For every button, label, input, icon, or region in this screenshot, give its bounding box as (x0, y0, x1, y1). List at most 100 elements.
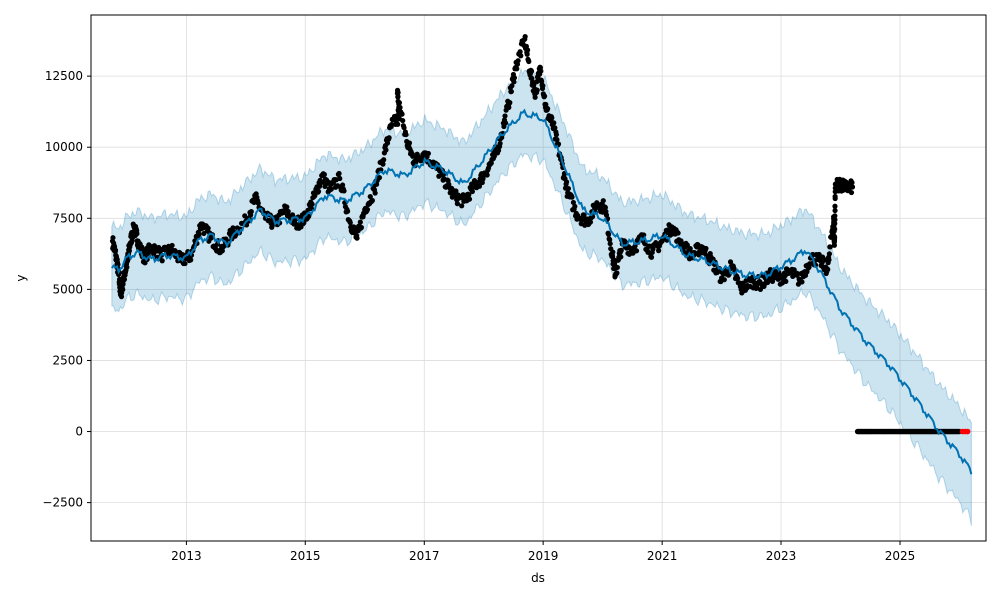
observed-point (124, 264, 130, 270)
observed-point (822, 257, 828, 263)
y-tick-label: 5000 (52, 282, 83, 296)
observed-point (600, 198, 606, 204)
observed-point (285, 208, 291, 215)
observed-point (395, 121, 401, 127)
observed-point (476, 183, 483, 189)
observed-point (118, 294, 125, 300)
observed-point (552, 125, 558, 131)
observed-point (648, 254, 655, 260)
observed-point (684, 242, 690, 248)
observed-point (605, 231, 612, 237)
observed-point (372, 190, 378, 196)
observed-point (230, 225, 236, 231)
observed-point (607, 237, 613, 243)
observed-point (799, 279, 805, 285)
observed-point (459, 203, 465, 209)
observed-point (573, 210, 579, 216)
observed-point (526, 58, 532, 65)
observed-point (532, 94, 538, 100)
observed-point (401, 125, 407, 131)
observed-point (553, 132, 560, 138)
y-tick-label: 0 (75, 425, 83, 439)
observed-point (581, 212, 587, 218)
observed-point (721, 277, 727, 283)
observed-point (403, 131, 409, 138)
observed-points (109, 34, 963, 435)
observed-point (502, 120, 509, 126)
observed-point (112, 247, 119, 253)
observed-point (528, 68, 535, 74)
observed-point (572, 203, 578, 210)
observed-point (727, 259, 734, 265)
observed-point (502, 113, 508, 119)
plot-area (91, 15, 986, 541)
observed-point (514, 66, 520, 72)
observed-point (618, 254, 624, 260)
observed-point (687, 245, 693, 252)
observed-point (614, 270, 620, 276)
y-tick-label: 7500 (52, 211, 83, 225)
observed-point (703, 245, 709, 252)
observed-point (380, 161, 386, 167)
y-axis-label: y (14, 274, 28, 281)
observed-point (540, 83, 546, 89)
observed-point (506, 104, 512, 110)
forecast-line (111, 108, 973, 475)
x-tick-label: 2021 (647, 549, 678, 563)
y-tick-label: 10000 (45, 140, 83, 154)
observed-point (388, 123, 394, 130)
observed-point (522, 34, 528, 40)
recent-point (964, 428, 971, 435)
observed-point (783, 278, 789, 284)
observed-point (125, 257, 131, 263)
observed-point (675, 230, 681, 236)
observed-point (248, 208, 254, 215)
observed-point (353, 232, 360, 239)
observed-point (508, 88, 514, 95)
observed-point (440, 177, 446, 183)
observed-point (524, 47, 531, 53)
observed-point (454, 201, 460, 207)
observed-point (284, 204, 290, 210)
observed-point (827, 244, 833, 250)
observed-point (383, 147, 389, 153)
observed-point (340, 182, 346, 188)
observed-point (159, 258, 165, 264)
observed-point (347, 219, 353, 226)
x-tick-label: 2015 (290, 549, 321, 563)
observed-point (497, 140, 503, 147)
observed-point (400, 117, 406, 124)
observed-point (832, 217, 838, 223)
observed-point (381, 157, 387, 163)
observed-point (832, 213, 838, 219)
observed-point (453, 188, 459, 194)
observed-point (357, 219, 363, 225)
observed-point (396, 100, 403, 106)
observed-point (564, 179, 570, 185)
observed-point (541, 93, 548, 99)
observed-point (537, 64, 543, 70)
observed-point (120, 286, 126, 293)
observed-point (650, 246, 656, 252)
observed-point (824, 266, 830, 272)
observed-point (121, 276, 128, 283)
observed-point (607, 241, 613, 247)
observed-point (602, 204, 608, 211)
observed-point (321, 171, 327, 178)
plot-frame (90, 14, 987, 542)
observed-point (614, 264, 620, 271)
x-tick-label: 2023 (766, 549, 797, 563)
recent-points (959, 428, 971, 435)
observed-point (484, 172, 490, 178)
observed-point (734, 275, 741, 281)
observed-point (832, 220, 838, 227)
y-tick-label: −2500 (42, 496, 83, 510)
observed-point (397, 104, 403, 111)
observed-point (832, 234, 838, 240)
y-tick-label: 2500 (52, 353, 83, 367)
observed-point (587, 219, 594, 225)
observed-point (551, 120, 557, 126)
observed-point (570, 199, 577, 206)
observed-point (358, 224, 365, 231)
observed-point (832, 203, 838, 209)
